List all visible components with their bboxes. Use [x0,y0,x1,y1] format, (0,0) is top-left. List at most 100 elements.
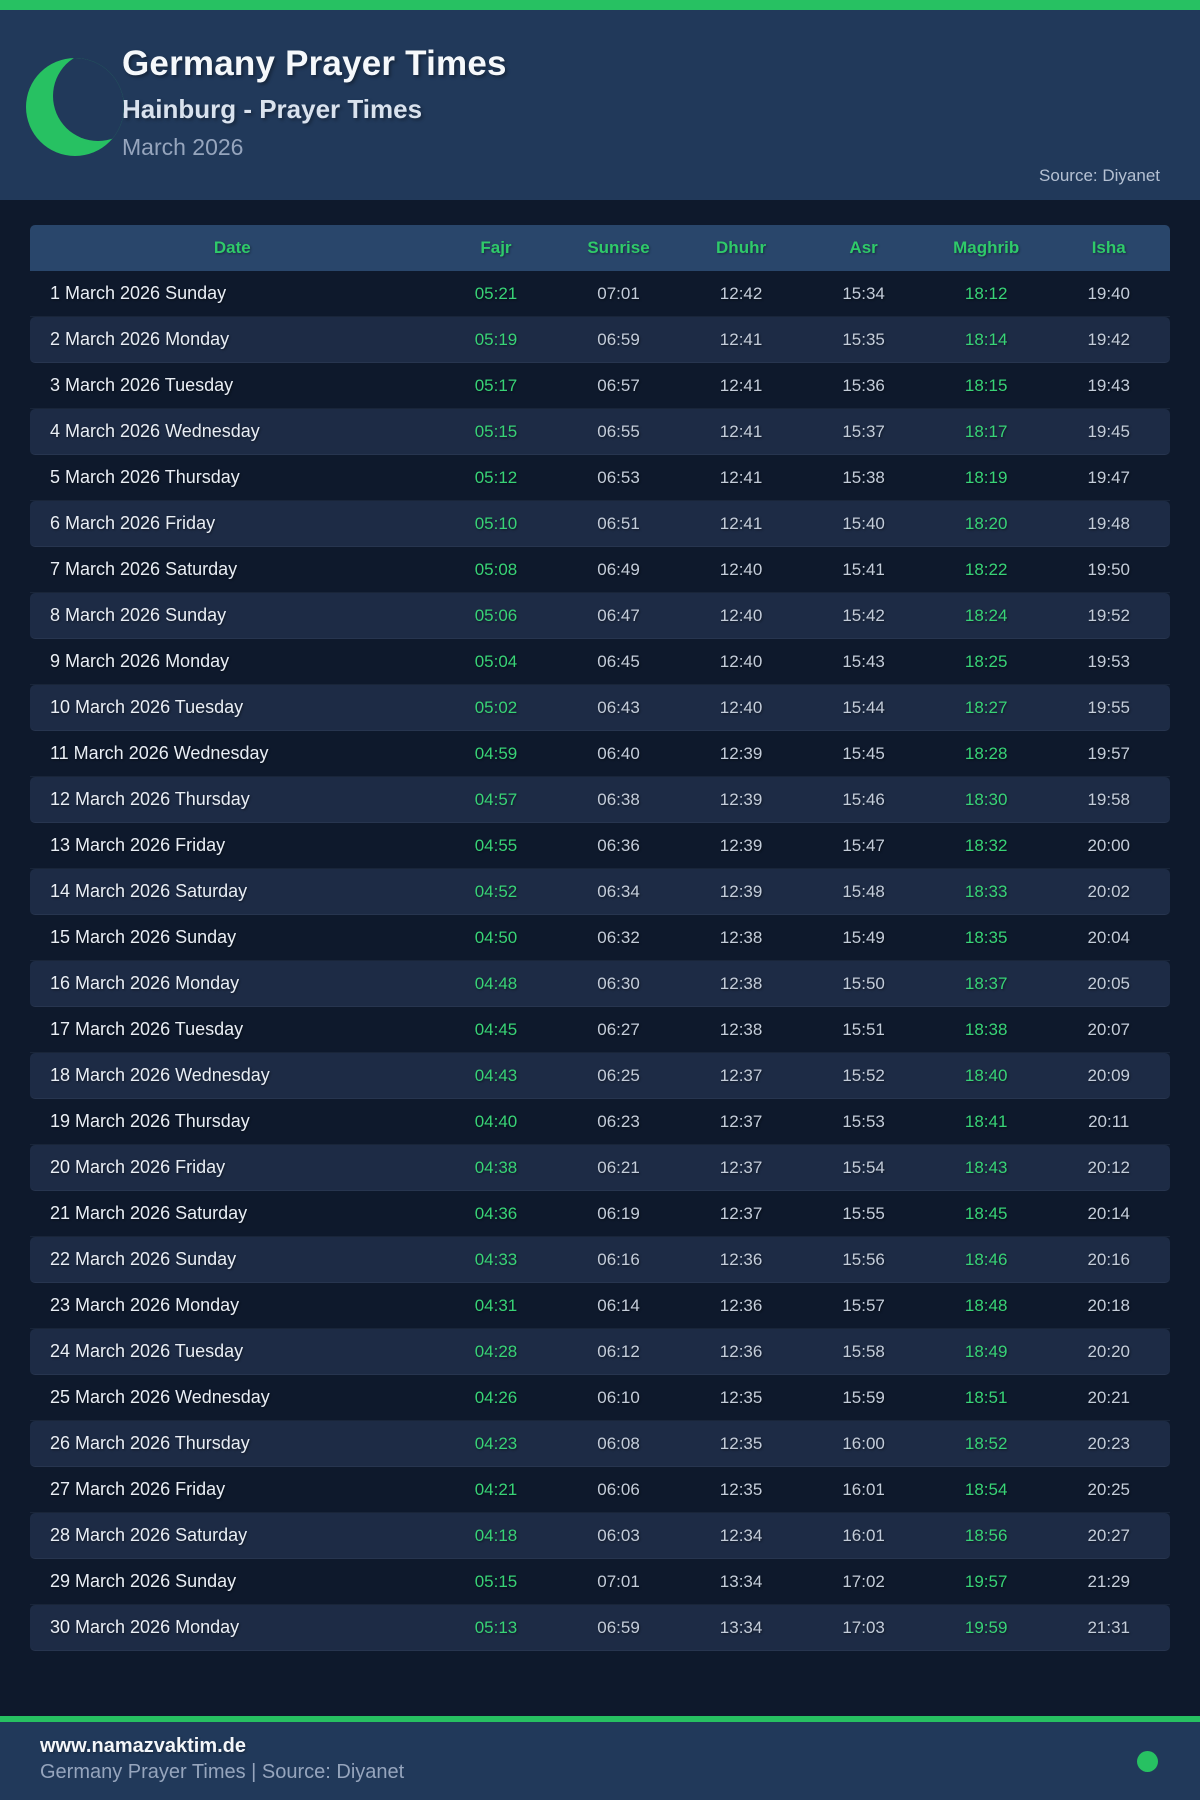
row-maghrib-cell: 18:49 [924,1329,1048,1375]
table-row: 3 March 2026 Tuesday 05:17 06:57 12:41 1… [30,363,1170,409]
row-isha-cell: 19:40 [1047,271,1170,317]
row-maghrib-cell: 18:24 [924,593,1048,639]
row-date-cell: 13 March 2026 Friday [30,823,435,869]
row-sunrise-cell: 06:59 [557,1605,680,1651]
row-maghrib-cell: 18:54 [924,1467,1048,1513]
row-asr-cell: 15:35 [802,317,925,363]
row-dhuhr-cell: 12:40 [679,685,803,731]
row-dhuhr-cell: 12:41 [679,501,803,547]
row-date-cell: 21 March 2026 Saturday [30,1191,435,1237]
crescent-moon-icon [26,58,124,156]
table-row: 30 March 2026 Monday 05:13 06:59 13:34 1… [30,1605,1170,1651]
green-dot-icon [1137,1751,1158,1772]
row-dhuhr-cell: 12:35 [679,1375,803,1421]
row-sunrise-cell: 06:59 [557,317,680,363]
page-footer: www.namazvaktim.de Germany Prayer Times … [0,1716,1200,1800]
row-asr-cell: 15:54 [802,1145,925,1191]
row-fajr-cell: 04:48 [434,961,558,1007]
row-sunrise-cell: 06:06 [557,1467,680,1513]
top-accent-bar [0,0,1200,10]
column-header-asr: Asr [802,225,925,271]
row-isha-cell: 20:21 [1047,1375,1170,1421]
table-row: 28 March 2026 Saturday 04:18 06:03 12:34… [30,1513,1170,1559]
row-sunrise-cell: 06:38 [557,777,680,823]
row-maghrib-cell: 18:52 [924,1421,1048,1467]
row-isha-cell: 19:42 [1047,317,1170,363]
site-link[interactable]: www.namazvaktim.de [40,1735,246,1757]
row-fajr-cell: 04:50 [434,915,558,961]
row-dhuhr-cell: 12:39 [679,823,803,869]
row-isha-cell: 20:16 [1047,1237,1170,1283]
row-asr-cell: 15:40 [802,501,925,547]
row-isha-cell: 20:05 [1047,961,1170,1007]
row-asr-cell: 15:57 [802,1283,925,1329]
row-isha-cell: 19:45 [1047,409,1170,455]
row-maghrib-cell: 18:48 [924,1283,1048,1329]
table-row: 22 March 2026 Sunday 04:33 06:16 12:36 1… [30,1237,1170,1283]
row-date-cell: 17 March 2026 Tuesday [30,1007,435,1053]
row-asr-cell: 15:43 [802,639,925,685]
row-isha-cell: 20:09 [1047,1053,1170,1099]
row-date-cell: 15 March 2026 Sunday [30,915,435,961]
row-dhuhr-cell: 12:38 [679,915,803,961]
row-sunrise-cell: 06:27 [557,1007,680,1053]
row-dhuhr-cell: 12:42 [679,271,803,317]
row-asr-cell: 15:48 [802,869,925,915]
row-fajr-cell: 04:40 [434,1099,558,1145]
table-row: 24 March 2026 Tuesday 04:28 06:12 12:36 … [30,1329,1170,1375]
column-header-isha: Isha [1047,225,1170,271]
page-header: Germany Prayer Times Hainburg - Prayer T… [0,10,1200,200]
table-row: 8 March 2026 Sunday 05:06 06:47 12:40 15… [30,593,1170,639]
row-dhuhr-cell: 12:36 [679,1283,803,1329]
column-header-sunrise: Sunrise [557,225,680,271]
row-asr-cell: 15:36 [802,363,925,409]
table-row: 27 March 2026 Friday 04:21 06:06 12:35 1… [30,1467,1170,1513]
row-asr-cell: 17:02 [802,1559,925,1605]
row-dhuhr-cell: 12:36 [679,1329,803,1375]
row-asr-cell: 15:56 [802,1237,925,1283]
row-sunrise-cell: 07:01 [557,271,680,317]
row-maghrib-cell: 18:20 [924,501,1048,547]
row-date-cell: 18 March 2026 Wednesday [30,1053,435,1099]
table-row: 5 March 2026 Thursday 05:12 06:53 12:41 … [30,455,1170,501]
row-fajr-cell: 04:28 [434,1329,558,1375]
table-row: 23 March 2026 Monday 04:31 06:14 12:36 1… [30,1283,1170,1329]
row-fajr-cell: 05:15 [434,1559,558,1605]
row-dhuhr-cell: 12:37 [679,1053,803,1099]
row-fajr-cell: 04:21 [434,1467,558,1513]
row-fajr-cell: 04:23 [434,1421,558,1467]
row-maghrib-cell: 18:43 [924,1145,1048,1191]
row-fajr-cell: 04:52 [434,869,558,915]
table-row: 29 March 2026 Sunday 05:15 07:01 13:34 1… [30,1559,1170,1605]
row-fajr-cell: 05:12 [434,455,558,501]
page-subtitle: Hainburg - Prayer Times [122,94,423,125]
row-dhuhr-cell: 12:41 [679,363,803,409]
table-row: 10 March 2026 Tuesday 05:02 06:43 12:40 … [30,685,1170,731]
row-sunrise-cell: 06:47 [557,593,680,639]
row-dhuhr-cell: 12:40 [679,639,803,685]
row-asr-cell: 15:47 [802,823,925,869]
table-row: 19 March 2026 Thursday 04:40 06:23 12:37… [30,1099,1170,1145]
row-isha-cell: 19:57 [1047,731,1170,777]
row-dhuhr-cell: 12:39 [679,731,803,777]
row-fajr-cell: 05:10 [434,501,558,547]
row-maghrib-cell: 18:28 [924,731,1048,777]
row-maghrib-cell: 18:22 [924,547,1048,593]
row-fajr-cell: 05:17 [434,363,558,409]
row-asr-cell: 15:42 [802,593,925,639]
table-row: 13 March 2026 Friday 04:55 06:36 12:39 1… [30,823,1170,869]
row-asr-cell: 15:41 [802,547,925,593]
row-isha-cell: 19:58 [1047,777,1170,823]
row-sunrise-cell: 06:14 [557,1283,680,1329]
row-isha-cell: 20:23 [1047,1421,1170,1467]
row-asr-cell: 15:37 [802,409,925,455]
row-sunrise-cell: 06:08 [557,1421,680,1467]
row-asr-cell: 15:52 [802,1053,925,1099]
row-date-cell: 14 March 2026 Saturday [30,869,435,915]
row-asr-cell: 16:01 [802,1467,925,1513]
column-header-dhuhr: Dhuhr [679,225,803,271]
row-isha-cell: 20:00 [1047,823,1170,869]
row-asr-cell: 15:38 [802,455,925,501]
row-sunrise-cell: 06:51 [557,501,680,547]
row-dhuhr-cell: 12:39 [679,869,803,915]
